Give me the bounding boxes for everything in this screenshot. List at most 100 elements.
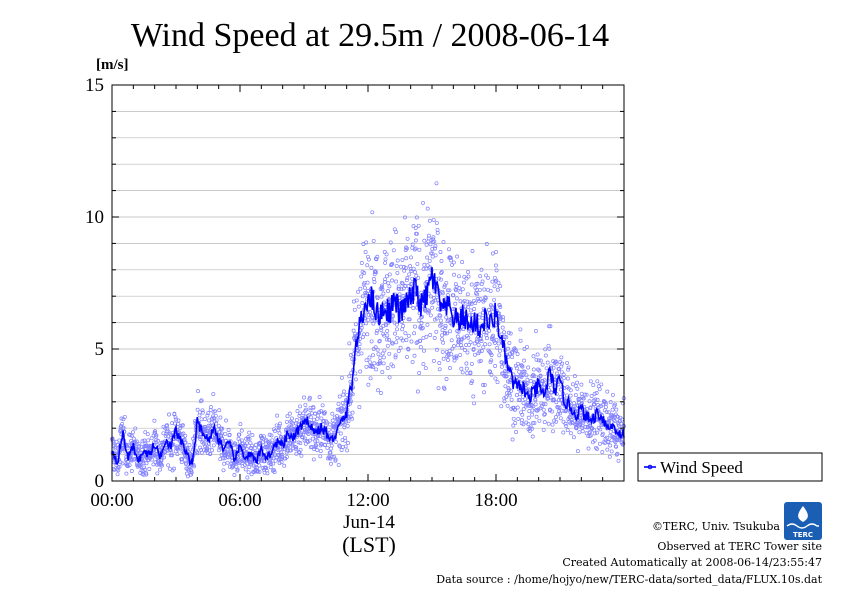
data-point bbox=[337, 394, 342, 399]
data-point bbox=[142, 465, 147, 470]
data-point bbox=[388, 240, 393, 245]
data-point bbox=[404, 245, 409, 250]
data-point bbox=[615, 451, 620, 456]
data-point bbox=[385, 337, 389, 342]
data-point bbox=[495, 345, 500, 350]
data-point bbox=[147, 467, 152, 471]
data-point bbox=[451, 307, 456, 311]
data-point bbox=[366, 317, 371, 322]
data-point bbox=[403, 215, 407, 220]
data-point bbox=[427, 258, 432, 263]
data-point bbox=[517, 392, 522, 397]
data-point bbox=[608, 443, 613, 448]
data-point bbox=[566, 365, 571, 370]
data-point bbox=[303, 402, 308, 407]
data-point bbox=[451, 260, 456, 265]
data-point bbox=[452, 272, 457, 277]
data-point bbox=[564, 424, 569, 428]
data-point bbox=[468, 340, 473, 345]
data-point bbox=[608, 400, 613, 405]
data-point bbox=[479, 349, 484, 353]
data-point bbox=[462, 335, 467, 340]
grid-lines bbox=[112, 111, 624, 455]
data-point bbox=[464, 276, 469, 281]
data-point bbox=[574, 420, 579, 425]
data-point bbox=[432, 336, 437, 340]
data-point bbox=[454, 296, 459, 301]
data-point bbox=[151, 462, 156, 467]
data-point bbox=[441, 340, 446, 345]
data-point bbox=[381, 291, 386, 296]
data-point bbox=[120, 461, 125, 466]
data-point bbox=[277, 461, 282, 466]
data-point bbox=[375, 347, 380, 352]
data-point bbox=[115, 472, 120, 477]
data-point bbox=[563, 421, 568, 426]
data-point bbox=[533, 402, 538, 407]
data-point bbox=[414, 340, 419, 345]
data-point bbox=[210, 448, 215, 453]
data-point bbox=[306, 432, 311, 436]
data-point bbox=[319, 416, 324, 421]
data-point bbox=[505, 403, 510, 408]
data-point bbox=[141, 459, 146, 464]
data-point bbox=[605, 389, 610, 394]
data-point bbox=[241, 441, 246, 446]
data-point bbox=[358, 286, 363, 291]
y-tick-label: 0 bbox=[95, 471, 105, 492]
data-point bbox=[483, 342, 488, 347]
data-point bbox=[348, 353, 353, 358]
data-point bbox=[166, 463, 171, 468]
data-point bbox=[434, 220, 439, 225]
data-point bbox=[219, 431, 224, 436]
data-point bbox=[531, 354, 536, 359]
data-point bbox=[180, 457, 185, 462]
x-tick-label: 12:00 bbox=[346, 490, 389, 511]
data-point bbox=[301, 411, 306, 416]
data-point bbox=[339, 448, 344, 452]
data-point bbox=[530, 426, 534, 431]
data-point bbox=[528, 379, 533, 383]
data-point bbox=[546, 396, 551, 401]
data-point bbox=[370, 210, 375, 215]
data-point bbox=[366, 382, 371, 387]
data-point bbox=[405, 354, 409, 359]
data-point bbox=[412, 331, 417, 336]
data-point bbox=[199, 450, 204, 455]
data-point bbox=[561, 419, 566, 424]
data-point bbox=[510, 351, 515, 356]
data-point bbox=[504, 391, 509, 396]
data-point bbox=[176, 418, 181, 423]
data-point bbox=[205, 451, 210, 455]
data-point bbox=[499, 404, 504, 409]
data-point bbox=[405, 246, 409, 251]
data-point bbox=[531, 373, 536, 377]
data-point bbox=[410, 359, 415, 364]
data-point bbox=[169, 451, 174, 456]
data-point bbox=[336, 401, 341, 406]
data-point bbox=[246, 470, 251, 475]
data-point bbox=[178, 424, 183, 428]
data-point bbox=[124, 463, 129, 468]
data-point bbox=[345, 423, 350, 428]
data-point bbox=[386, 289, 390, 293]
data-point bbox=[339, 375, 344, 380]
data-point bbox=[436, 307, 441, 312]
data-point bbox=[521, 422, 526, 427]
data-point bbox=[407, 317, 412, 322]
data-point bbox=[385, 366, 390, 370]
data-point bbox=[430, 305, 435, 310]
data-point bbox=[532, 374, 537, 379]
data-point bbox=[431, 358, 436, 363]
data-point bbox=[548, 382, 553, 387]
data-point bbox=[199, 398, 204, 403]
data-point bbox=[154, 433, 159, 438]
data-point bbox=[274, 423, 279, 428]
data-point bbox=[298, 441, 303, 446]
data-point bbox=[584, 407, 589, 411]
data-point bbox=[232, 441, 237, 446]
data-point bbox=[394, 340, 399, 345]
data-point bbox=[319, 409, 324, 414]
data-point bbox=[448, 366, 452, 370]
data-point bbox=[616, 414, 620, 419]
